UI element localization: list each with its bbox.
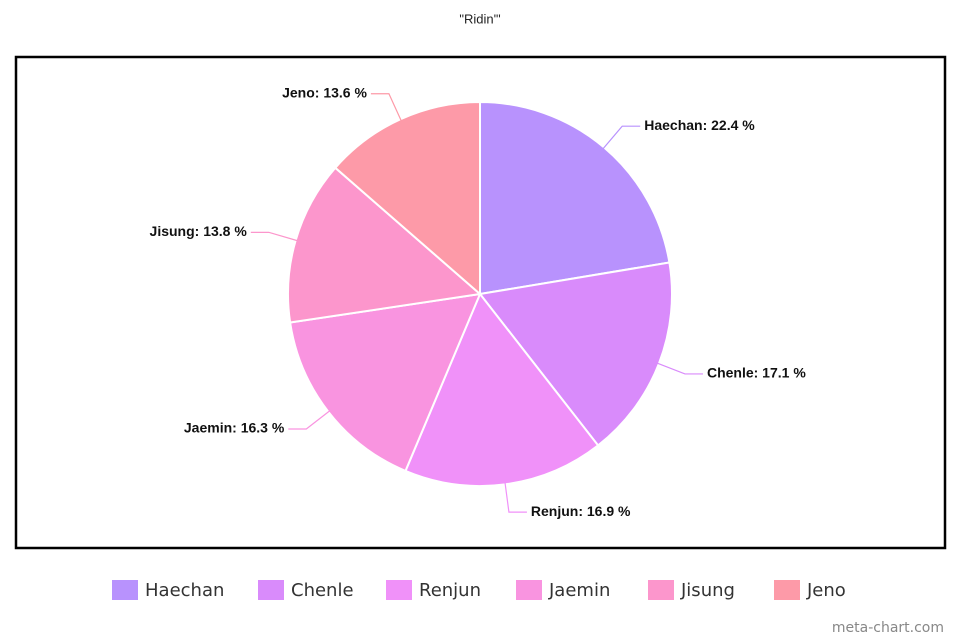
leader-line [288,410,331,430]
legend-swatch [386,580,412,600]
data-label: Chenle: 17.1 % [707,365,806,381]
legend-label: Jeno [806,580,846,601]
leader-line [250,231,298,242]
watermark: meta-chart.com [832,620,944,636]
legend-swatch [516,580,542,600]
legend-swatch [648,580,674,600]
legend-swatch [258,580,284,600]
leader-line [656,362,703,375]
leader-line [504,482,527,513]
legend-label: Jaemin [548,580,610,601]
legend-swatch [112,580,138,600]
legend-label: Chenle [291,580,354,601]
leader-line [370,93,402,122]
data-label: Jeno: 13.6 % [282,84,367,100]
data-label: Renjun: 16.9 % [531,503,631,519]
leader-line [602,125,641,150]
legend-label: Jisung [680,580,735,601]
data-label: Jisung: 13.8 % [150,223,248,239]
legend-swatch [774,580,800,600]
data-label: Haechan: 22.4 % [644,117,755,133]
chart-title: "Ridin'" [459,11,501,26]
legend-label: Haechan [145,580,224,601]
data-label: Jaemin: 16.3 % [184,420,285,436]
legend-label: Renjun [419,580,481,601]
